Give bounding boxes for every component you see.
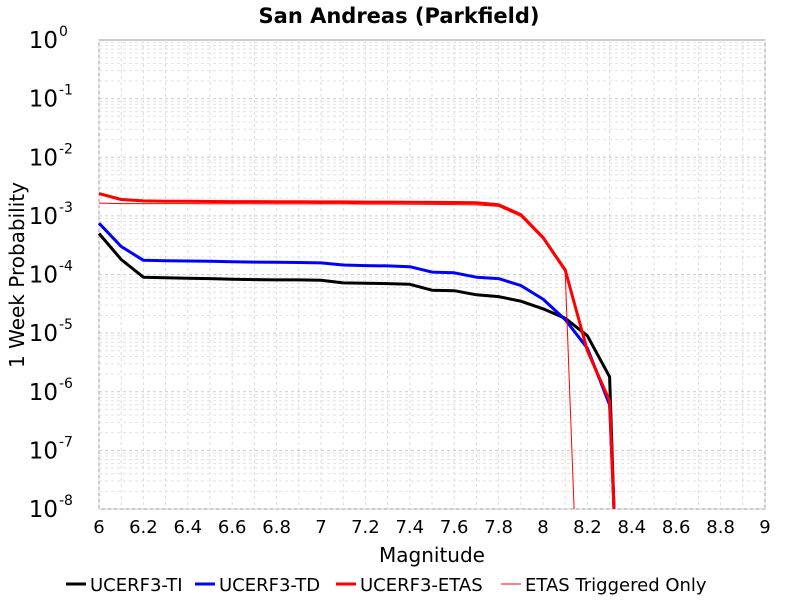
y-tick-label: 10 -7 <box>29 434 73 464</box>
legend-item: UCERF3-TD <box>195 575 320 596</box>
y-tick-base: 10 <box>29 497 58 523</box>
x-tick-labels: 6 6.2 6.4 6.6 6.8 7 7.2 7.4 7.6 7.8 8 8.2 8.4 8.6 8.8 9 <box>93 517 770 538</box>
y-tick-exponent: -8 <box>59 493 73 509</box>
x-tick-label: 7 <box>315 517 326 538</box>
series-layer <box>97 192 616 510</box>
y-tick-base: 10 <box>29 145 58 171</box>
x-tick-label: 8.4 <box>617 517 646 538</box>
x-tick-label: 7.4 <box>395 517 424 538</box>
x-tick-label: 9 <box>759 517 770 538</box>
x-tick-label: 7.2 <box>351 517 380 538</box>
y-tick-base: 10 <box>29 380 58 406</box>
y-tick-label: 10 -5 <box>29 317 73 347</box>
series-line-0 <box>97 232 616 510</box>
x-tick-label: 6.4 <box>173 517 202 538</box>
y-tick-exponent: 0 <box>59 24 68 40</box>
x-axis-label: Magnitude <box>379 543 485 567</box>
y-tick-exponent: -2 <box>59 141 73 157</box>
y-tick-label: 10 -6 <box>29 376 73 406</box>
y-tick-label: 10 -8 <box>29 493 73 523</box>
x-tick-label: 7.8 <box>484 517 513 538</box>
y-axis-label: 1 Week Probability <box>5 182 29 368</box>
chart-title: San Andreas (Parkfield) <box>259 4 540 28</box>
y-tick-exponent: -4 <box>59 259 73 275</box>
series-line-2 <box>98 192 616 510</box>
grid <box>98 40 766 510</box>
y-tick-label: 10 -4 <box>29 259 73 289</box>
y-tick-base: 10 <box>29 321 58 347</box>
y-tick-label: 10 -1 <box>29 83 73 113</box>
x-tick-label: 6.6 <box>218 517 247 538</box>
x-tick-label: 8.2 <box>573 517 602 538</box>
y-tick-exponent: -1 <box>59 83 73 99</box>
x-tick-label: 6.8 <box>262 517 291 538</box>
y-tick-base: 10 <box>29 438 58 464</box>
legend: UCERF3-TI UCERF3-TD UCERF3-ETAS ETAS Trigge… <box>66 575 707 596</box>
y-tick-label: 10 -3 <box>29 200 73 230</box>
x-tick-label: 6.2 <box>129 517 158 538</box>
x-tick-label: 6 <box>93 517 104 538</box>
y-tick-base: 10 <box>29 263 58 289</box>
series-line-1 <box>97 222 616 510</box>
y-tick-exponent: -7 <box>59 434 73 450</box>
x-tick-label: 8.6 <box>662 517 691 538</box>
y-tick-exponent: -5 <box>59 317 73 333</box>
x-tick-label: 8 <box>537 517 548 538</box>
legend-item: UCERF3-ETAS <box>336 575 483 596</box>
y-tick-base: 10 <box>29 87 58 113</box>
y-tick-label: 10 0 <box>29 24 68 54</box>
legend-label: UCERF3-TI <box>90 575 183 596</box>
y-tick-exponent: -3 <box>59 200 73 216</box>
legend-label: ETAS Triggered Only <box>525 575 707 596</box>
y-tick-base: 10 <box>29 28 58 54</box>
y-tick-base: 10 <box>29 204 58 230</box>
x-tick-label: 7.6 <box>440 517 469 538</box>
legend-item: UCERF3-TI <box>66 575 183 596</box>
y-tick-label: 10 -2 <box>29 141 73 171</box>
series-line-3 <box>98 202 575 510</box>
x-tick-label: 8.8 <box>706 517 735 538</box>
legend-label: UCERF3-TD <box>219 575 320 596</box>
y-tick-exponent: -6 <box>59 376 73 392</box>
legend-item: ETAS Triggered Only <box>501 575 707 596</box>
legend-label: UCERF3-ETAS <box>360 575 483 596</box>
